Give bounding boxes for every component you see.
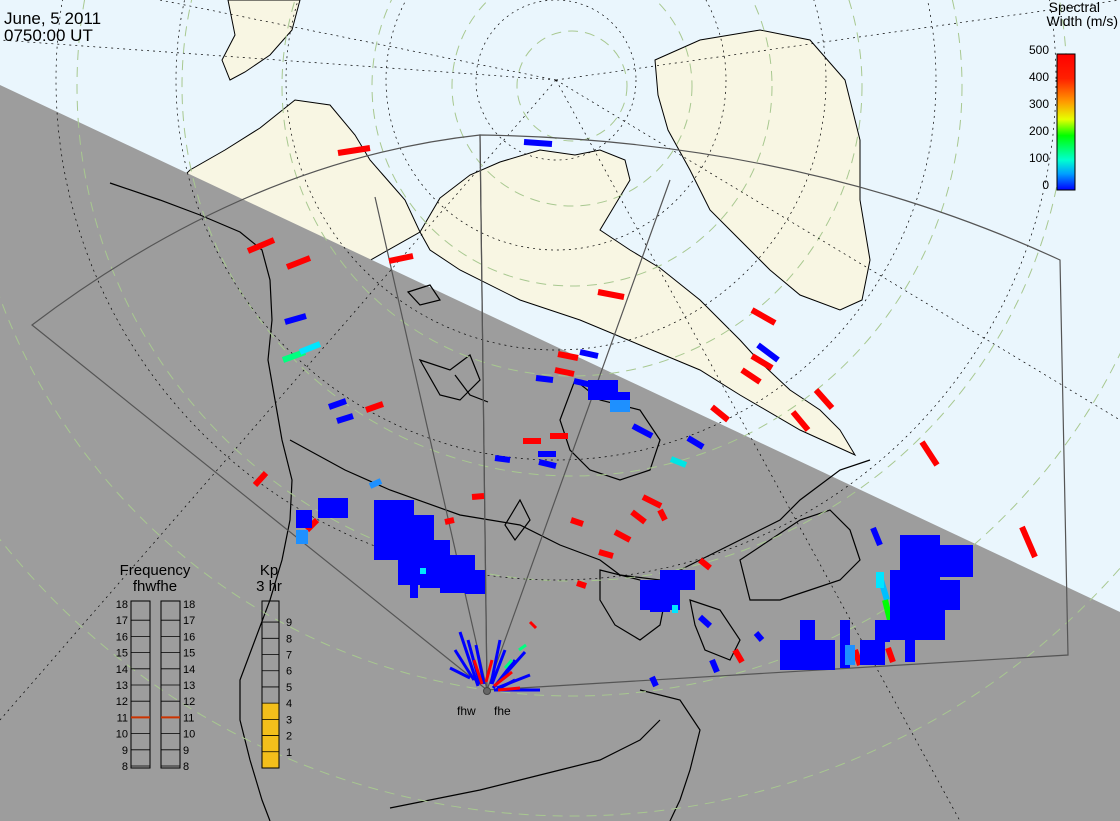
colorbar-tick: 0 bbox=[1042, 178, 1049, 192]
kp-tick-label: 2 bbox=[286, 731, 292, 743]
frequency-tick-label: 15 bbox=[116, 648, 128, 660]
frequency-tick-label: 17 bbox=[183, 615, 195, 627]
kp-tick-label: 9 bbox=[286, 617, 292, 629]
colorbar-tick: 300 bbox=[1029, 97, 1049, 111]
night-coastlines bbox=[109, 182, 871, 821]
radar-label-fhe: fhe bbox=[494, 704, 511, 718]
fov-fhe bbox=[479, 134, 1069, 691]
fov-fhw bbox=[31, 134, 488, 691]
frequency-tick-label: 17 bbox=[116, 615, 128, 627]
frequency-tick-label: 13 bbox=[116, 680, 128, 692]
frequency-title: Frequency bbox=[120, 562, 191, 579]
colorbar-title-line2: Width (m/s) bbox=[1046, 13, 1118, 29]
frequency-tick-label: 14 bbox=[183, 664, 195, 676]
colorbar-tick: 500 bbox=[1029, 43, 1049, 57]
kp-tick-label: 3 bbox=[286, 714, 292, 726]
frequency-tick-label: 11 bbox=[183, 712, 194, 724]
frequency-tick-label: 9 bbox=[122, 745, 128, 757]
kp-subtitle: 3 hr bbox=[256, 578, 282, 595]
kp-tick-label: 6 bbox=[286, 666, 292, 678]
frequency-tick-label: 14 bbox=[116, 664, 128, 676]
frequency-tick-label: 10 bbox=[116, 729, 128, 741]
colorbar-tick: 100 bbox=[1029, 151, 1049, 165]
colorbar-tick: 200 bbox=[1029, 124, 1049, 138]
radar-label-fhw: fhw bbox=[457, 704, 476, 718]
kp-tick-label: 4 bbox=[286, 698, 292, 710]
kp-panel: Kp 3 hr 9 8 7 6 5 4 3 2 1 bbox=[256, 562, 292, 769]
frequency-tick-label: 15 bbox=[183, 648, 195, 660]
frequency-tick-label: 8 bbox=[122, 761, 128, 773]
radar-fov-outlines bbox=[31, 134, 1069, 691]
kp-tick-label: 8 bbox=[286, 633, 292, 645]
kp-column bbox=[261, 600, 280, 769]
frequency-tick-label: 12 bbox=[116, 696, 128, 708]
frequency-tick-label: 9 bbox=[183, 745, 189, 757]
frequency-panel: Frequency fhwfhe 18 17 16 15 14 13 12 11 10 9 8 18… bbox=[116, 562, 196, 773]
kp-tick-label: 7 bbox=[286, 650, 292, 662]
colorbar-gradient bbox=[1056, 53, 1076, 191]
date-label: June, 5 2011 bbox=[4, 9, 101, 28]
kp-tick-label: 1 bbox=[286, 747, 292, 759]
kp-tick-label: 5 bbox=[286, 682, 292, 694]
frequency-column-fhe bbox=[160, 600, 181, 769]
frequency-column-fhw bbox=[130, 600, 151, 769]
frequency-tick-label: 16 bbox=[116, 631, 128, 643]
frequency-tick-label: 13 bbox=[183, 680, 195, 692]
spectral-width-colorbar: Spectral Width (m/s) 500 400 300 200 100… bbox=[1029, 0, 1118, 192]
frequency-tick-label: 8 bbox=[183, 761, 189, 773]
radar-echoes bbox=[246, 139, 1038, 692]
radar-site-marker bbox=[483, 687, 491, 695]
frequency-tick-label: 16 bbox=[183, 631, 195, 643]
frequency-tick-label: 12 bbox=[183, 696, 195, 708]
frequency-tick-label: 18 bbox=[116, 599, 128, 611]
colorbar-tick: 400 bbox=[1029, 70, 1049, 84]
frequency-radar-labels: fhwfhe bbox=[133, 578, 177, 595]
frequency-tick-label: 18 bbox=[183, 599, 195, 611]
time-label: 0750:00 UT bbox=[4, 26, 93, 45]
kp-title: Kp bbox=[260, 562, 278, 579]
colorbar-title-line1: Spectral bbox=[1049, 0, 1100, 15]
frequency-tick-label: 10 bbox=[183, 729, 195, 741]
frequency-tick-label: 11 bbox=[117, 712, 128, 724]
